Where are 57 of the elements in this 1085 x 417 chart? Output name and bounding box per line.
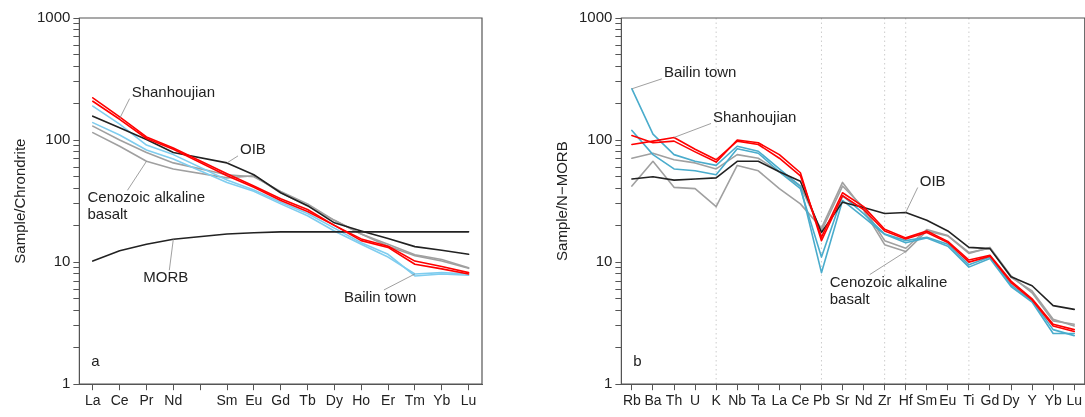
x-tick-label: Sm	[916, 392, 938, 409]
x-tick-label: Pb	[812, 392, 831, 409]
x-tick-label: Tm	[404, 392, 425, 409]
x-tick-label: Ti	[963, 392, 975, 409]
x-tick-label: Nd	[854, 392, 873, 409]
x-tick-label: La	[771, 392, 788, 409]
x-tick-label: Ba	[644, 392, 662, 409]
annotation: a	[91, 352, 101, 370]
y-tick-label: 1000	[578, 8, 613, 26]
x-tick-label: K	[711, 392, 722, 409]
annotation: OIB	[919, 171, 946, 189]
x-tick-label: Tb	[299, 392, 316, 409]
annotation: Shanhoujian	[713, 107, 797, 125]
annotation: Cenozoic alkaline basalt	[829, 272, 948, 307]
x-tick-label: Hf	[898, 392, 913, 409]
annotation: Bailin town	[343, 288, 417, 306]
x-tick-label: Dy	[325, 392, 343, 409]
x-tick-label: Pr	[139, 392, 154, 409]
y-tick-label: 10	[595, 252, 613, 270]
x-tick-label: Sr	[835, 392, 850, 409]
y-tick-label: 1000	[36, 8, 71, 26]
x-tick-label: Nb	[728, 392, 747, 409]
x-tick-label: Nd	[164, 392, 183, 409]
x-tick-label: Ho	[352, 392, 371, 409]
annotation: Bailin town	[663, 62, 737, 80]
x-tick-label: Yb	[433, 392, 451, 409]
y-tick-label: 1	[62, 374, 71, 392]
annotation: OIB	[240, 140, 266, 158]
x-tick-label: Ce	[791, 392, 810, 409]
x-tick-label: Sm	[216, 392, 238, 409]
x-tick-label: Zr	[878, 392, 892, 409]
x-tick-label: Gd	[271, 392, 291, 409]
annotation: MORB	[143, 268, 189, 286]
annotation: Cenozoic alkaline basalt	[87, 188, 206, 223]
x-tick-label: Dy	[1002, 392, 1020, 409]
x-tick-label: Eu	[245, 392, 263, 409]
y-axis-title: Sample/N−MORB	[553, 141, 571, 261]
x-tick-label: Lu	[1066, 392, 1082, 409]
x-tick-label: La	[85, 392, 101, 409]
x-tick-label: Lu	[460, 392, 477, 409]
x-tick-label: Y	[1027, 392, 1038, 409]
x-tick-label: Ta	[750, 392, 766, 409]
x-tick-label: U	[690, 392, 701, 409]
x-tick-label: Rb	[622, 392, 642, 409]
x-tick-label: Eu	[939, 392, 957, 409]
y-tick-label: 100	[45, 130, 71, 148]
x-tick-label: Gd	[980, 392, 1000, 409]
y-tick-label: 1	[604, 374, 613, 392]
y-tick-label: 10	[53, 252, 71, 270]
annotation: Shanhoujian	[131, 82, 216, 100]
y-tick-label: 100	[587, 130, 613, 148]
x-tick-label: Yb	[1044, 392, 1062, 409]
x-tick-label: Er	[381, 392, 396, 409]
x-tick-label: Th	[665, 392, 683, 409]
x-tick-label: Ce	[110, 392, 129, 409]
annotation: b	[633, 352, 642, 370]
y-axis-title: Sample/Chrondrite	[11, 138, 29, 264]
